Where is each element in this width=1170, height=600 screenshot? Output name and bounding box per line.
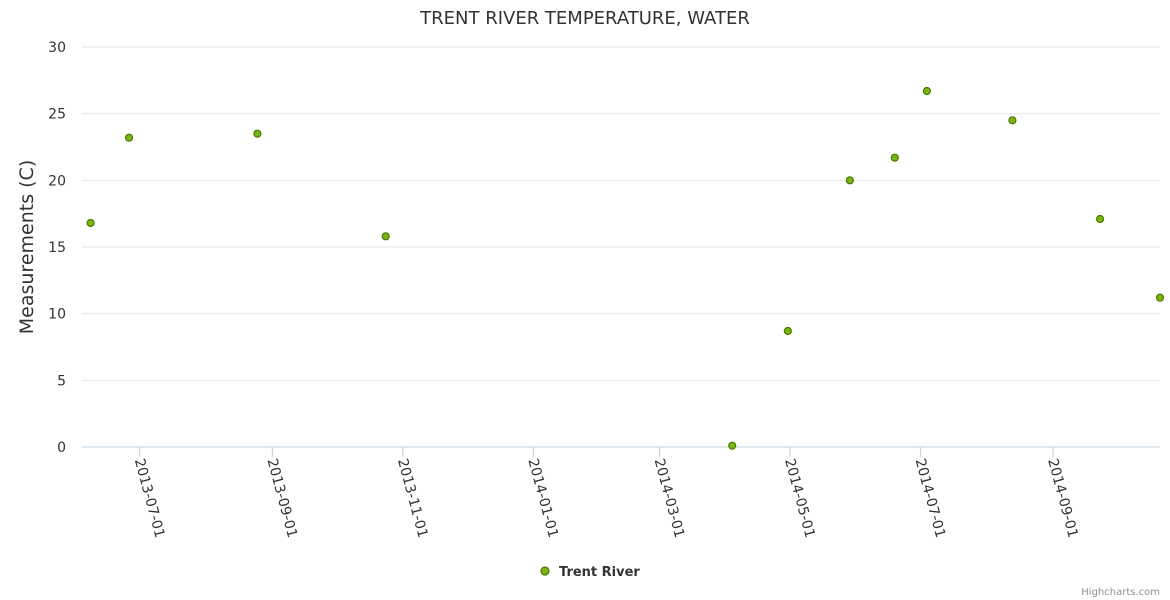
x-tick-label: 2014-09-01: [1044, 457, 1081, 540]
y-tick-label: 5: [57, 373, 66, 389]
data-point[interactable]: [253, 129, 262, 138]
y-tick-label: 30: [48, 40, 66, 56]
data-point[interactable]: [124, 133, 134, 142]
legend[interactable]: Trent River: [540, 565, 640, 580]
x-tick-label: 2014-07-01: [912, 457, 949, 540]
credits-link[interactable]: Highcharts.com: [1081, 587, 1160, 598]
data-point[interactable]: [1096, 214, 1105, 224]
y-tick-label: 10: [48, 307, 66, 323]
data-point[interactable]: [86, 218, 95, 228]
series-trent-river[interactable]: [86, 86, 1165, 450]
x-tick-label: 2014-03-01: [651, 457, 688, 540]
legend-marker[interactable]: [540, 566, 550, 576]
y-tick-label: 20: [48, 173, 66, 189]
x-axis: 2013-07-01 2013-09-01 2013-11-01 2014-01-01…: [82, 446, 1160, 540]
y-axis-title: Measurements (C): [16, 160, 38, 334]
y-axis-labels: 0 5 10 15 20 25 30: [48, 40, 66, 456]
grid: [82, 46, 1160, 381]
x-tick-label: 2014-05-01: [781, 457, 818, 540]
data-point[interactable]: [922, 86, 931, 96]
y-tick-label: 25: [48, 107, 66, 123]
x-tick-label: 2013-11-01: [394, 457, 431, 540]
data-point[interactable]: [1008, 116, 1017, 125]
chart-title: TRENT RIVER TEMPERATURE, WATER: [419, 8, 750, 29]
x-tick-label: 2013-09-01: [263, 457, 300, 540]
data-point[interactable]: [845, 176, 854, 185]
data-point[interactable]: [381, 232, 390, 241]
y-tick-label: 15: [48, 240, 66, 256]
y-tick-label: 0: [57, 440, 66, 456]
data-point[interactable]: [890, 153, 899, 162]
legend-item-trent-river[interactable]: Trent River: [559, 565, 640, 580]
x-tick-label: 2013-07-01: [131, 457, 168, 540]
data-point[interactable]: [728, 441, 737, 450]
data-point[interactable]: [1155, 293, 1165, 302]
x-tick-label: 2014-01-01: [524, 457, 561, 540]
data-point[interactable]: [783, 326, 792, 336]
